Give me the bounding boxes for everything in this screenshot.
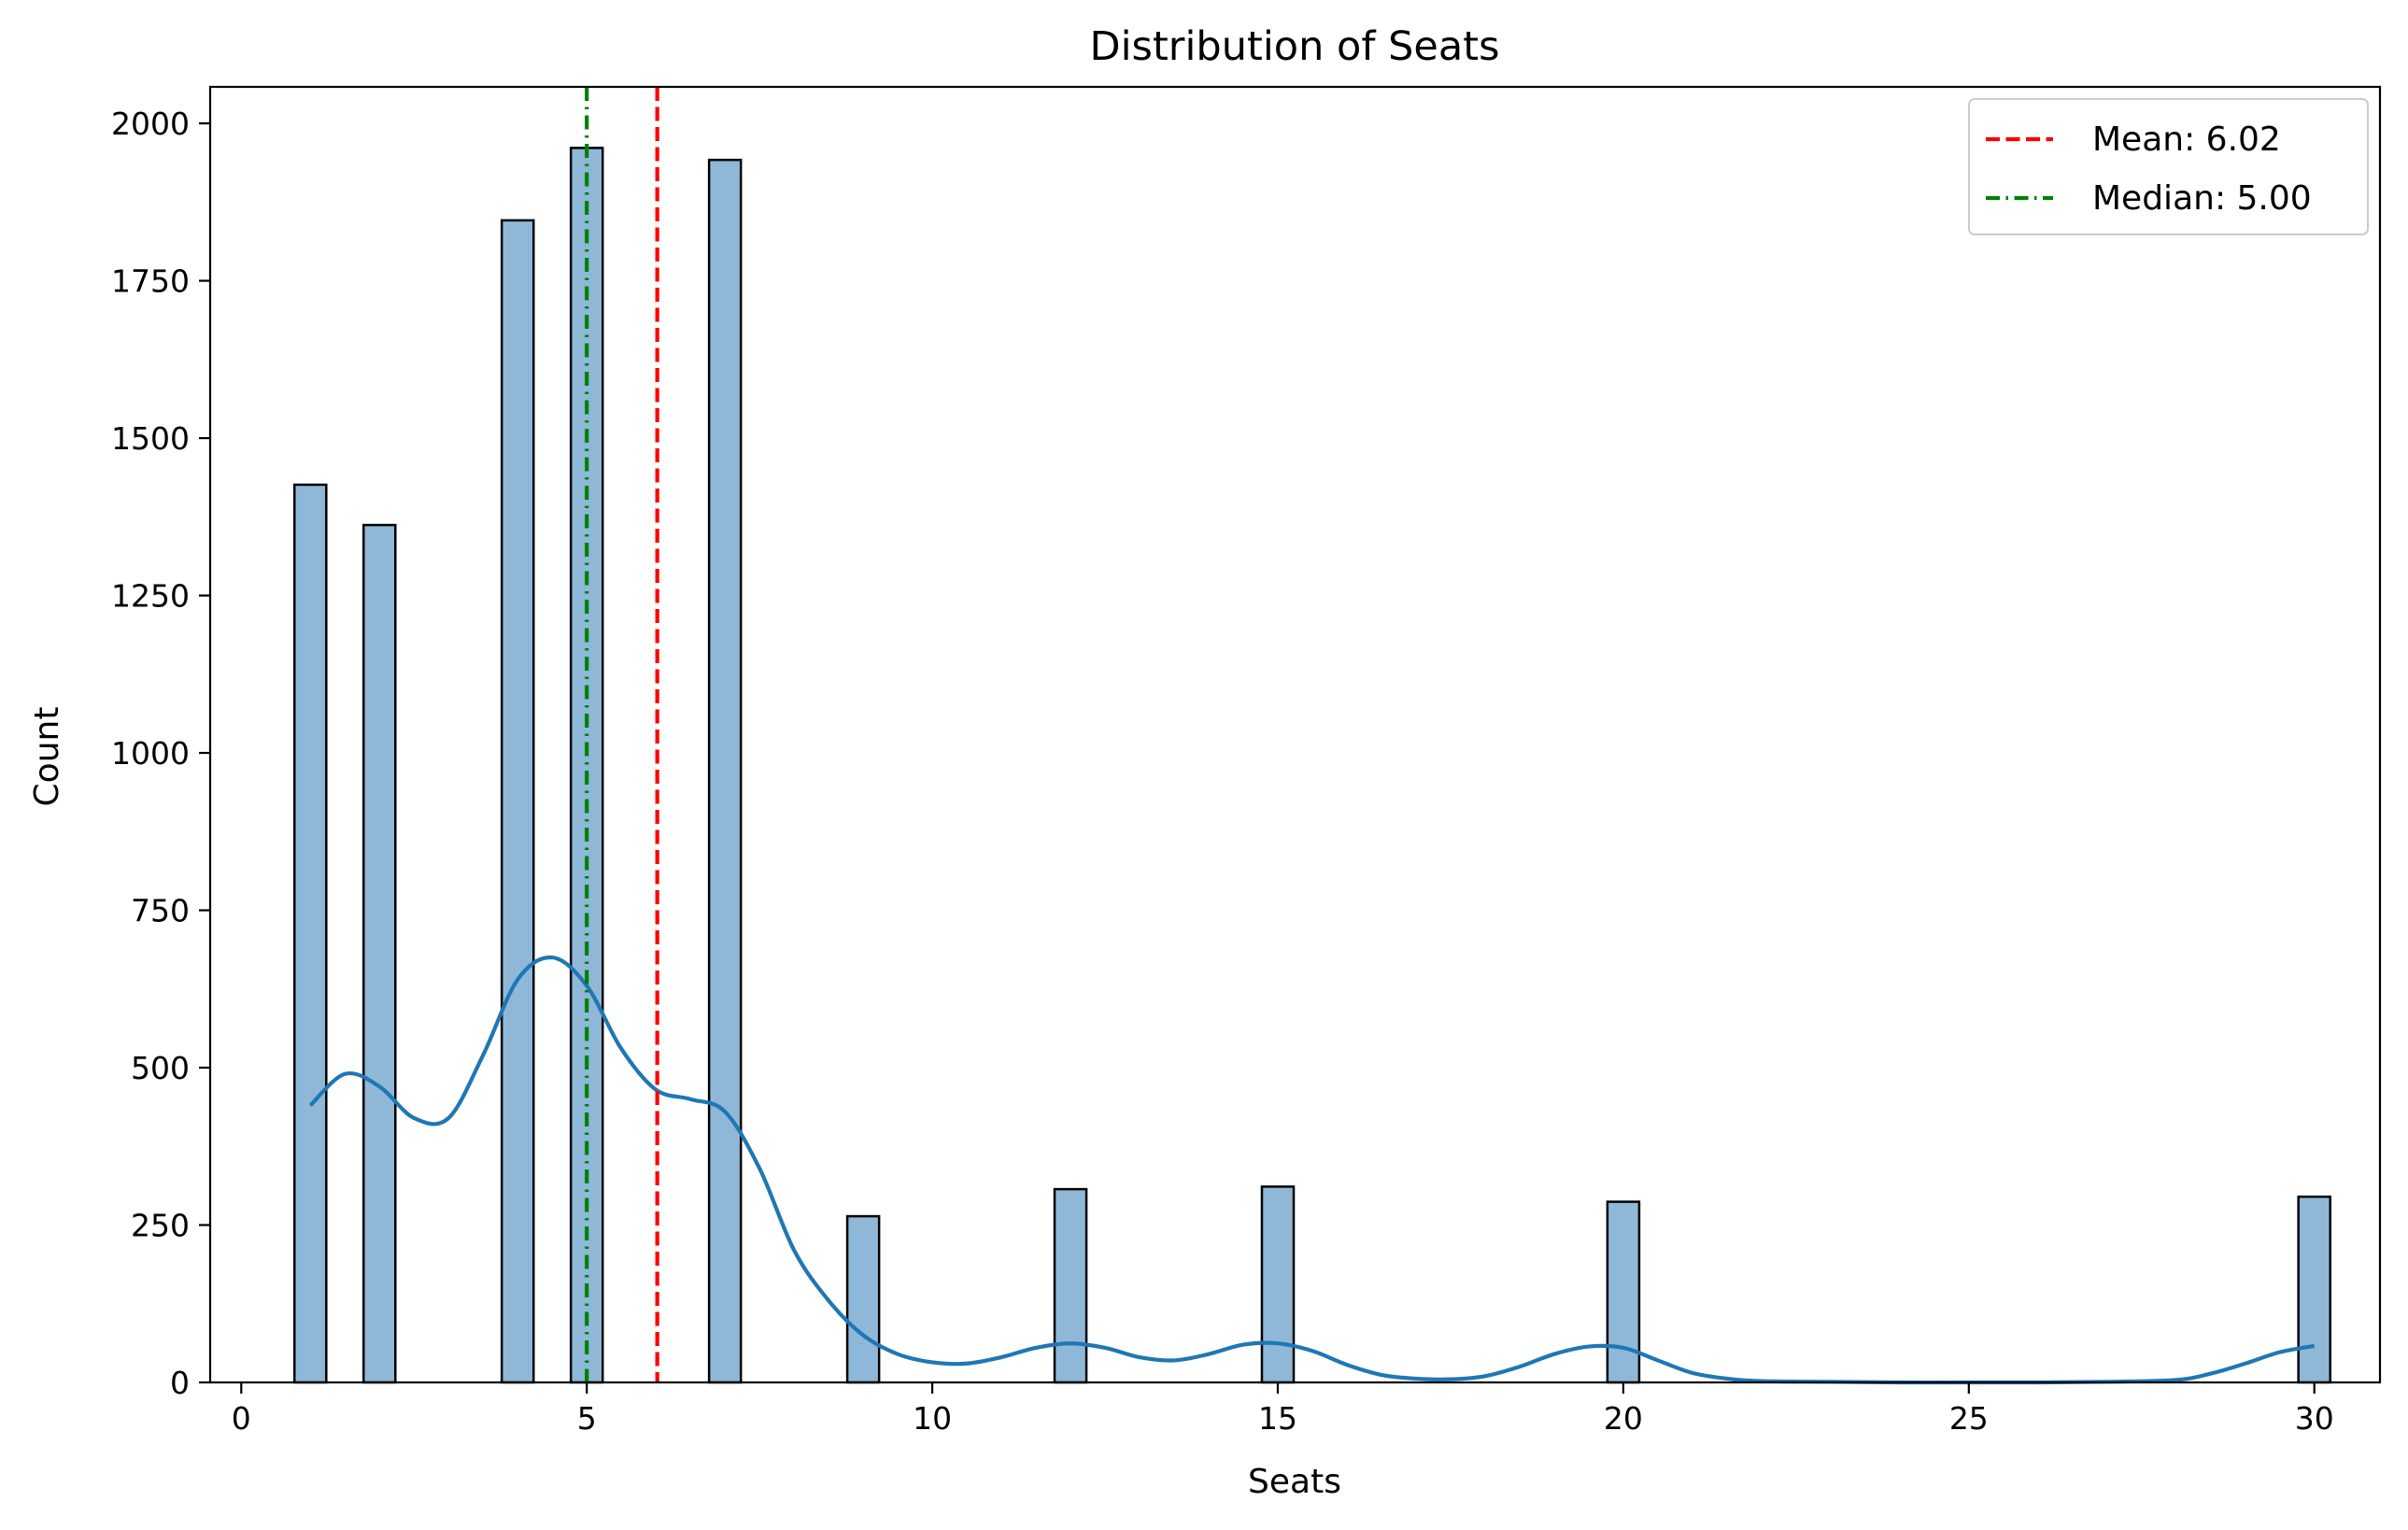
histogram-bar — [2297, 1195, 2331, 1384]
x-tick-label: 5 — [577, 1400, 597, 1437]
histogram-bar — [1260, 1185, 1296, 1384]
legend-box — [1968, 98, 2369, 235]
histogram-bar — [569, 147, 604, 1384]
y-axis-title: Count — [28, 707, 66, 807]
histogram-bar — [845, 1214, 881, 1384]
plot-area: 0 5 10 15 20 25 30 0 250 500 750 1000 1250 1500 1750 20… — [111, 85, 2382, 1437]
y-tick-label: 500 — [131, 1050, 190, 1086]
histogram-bar — [292, 483, 328, 1384]
x-tick-label: 15 — [1258, 1400, 1297, 1437]
y-tick-label: 1000 — [111, 735, 190, 772]
y-tick-label: 1500 — [111, 420, 190, 457]
y-tick-label: 250 — [131, 1208, 190, 1244]
legend-label: Median: 5.00 — [2092, 179, 2312, 218]
x-tick-label: 10 — [913, 1400, 952, 1437]
y-tick-label: 1250 — [111, 578, 190, 615]
x-tick-label: 0 — [232, 1400, 251, 1437]
histogram-bar — [500, 219, 535, 1384]
x-axis-title: Seats — [1248, 1463, 1341, 1501]
histogram-bar — [707, 158, 743, 1384]
histogram-bar — [1606, 1200, 1641, 1384]
histogram-bar — [361, 523, 397, 1384]
y-tick-label: 750 — [131, 893, 190, 929]
legend: Mean: 6.02 Median: 5.00 — [1968, 98, 2369, 235]
x-tick-label: 20 — [1604, 1400, 1643, 1437]
y-tick-label: 1750 — [111, 263, 190, 300]
chart-title: Distribution of Seats — [1089, 23, 1499, 70]
y-tick-label: 2000 — [111, 106, 190, 142]
x-tick-label: 25 — [1949, 1400, 1989, 1437]
x-tick-label: 30 — [2295, 1400, 2334, 1437]
histogram-bar — [1053, 1187, 1088, 1384]
y-tick-label: 0 — [170, 1365, 190, 1401]
axes-frame — [208, 85, 2382, 1384]
legend-label: Mean: 6.02 — [2092, 120, 2281, 159]
